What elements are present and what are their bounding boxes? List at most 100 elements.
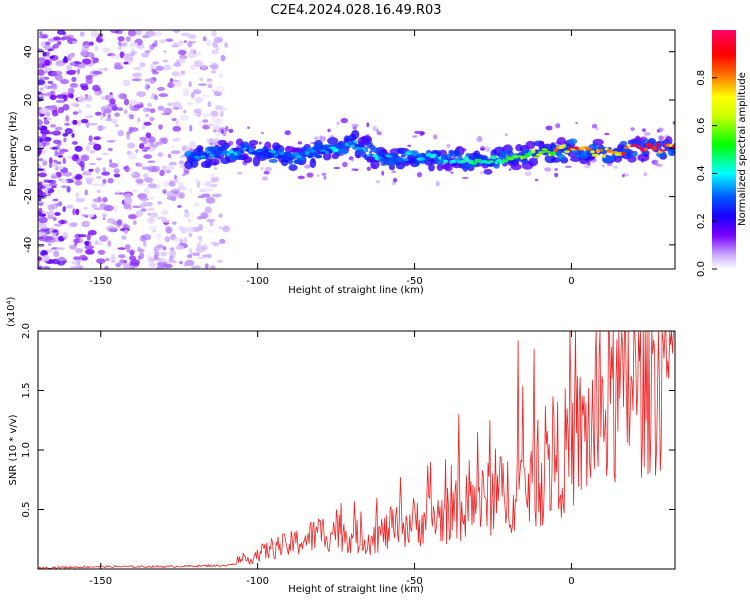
noise-blob: [214, 118, 223, 125]
spectrogram-x-label: Height of straight line (km): [288, 285, 424, 296]
noise-blob: [144, 201, 153, 207]
noise-blob: [62, 104, 70, 111]
noise-blob: [65, 204, 74, 209]
noise-blob: [43, 117, 47, 120]
noise-blob: [237, 172, 243, 175]
noise-blob: [183, 40, 187, 43]
noise-blob: [129, 265, 134, 269]
x-tick-label: -100: [246, 576, 269, 587]
noise-blob: [160, 251, 168, 257]
noise-blob: [54, 126, 63, 131]
noise-blob: [39, 31, 43, 36]
noise-blob: [173, 42, 178, 47]
noise-blob: [297, 175, 305, 180]
noise-blob: [38, 48, 44, 53]
noise-blob: [38, 147, 43, 154]
ridge-cell: [248, 148, 253, 153]
noise-blob: [407, 144, 412, 147]
ridge-cell: [631, 150, 638, 157]
ridge-cell: [671, 145, 675, 149]
ridge-cell: [313, 152, 318, 156]
noise-blob: [128, 214, 138, 220]
noise-blob: [158, 93, 169, 97]
noise-blob: [202, 36, 207, 42]
noise-blob: [87, 213, 95, 218]
noise-blob: [89, 41, 94, 46]
noise-blob: [172, 221, 177, 225]
ridge-cell: [403, 158, 409, 162]
noise-blob: [117, 254, 126, 259]
noise-blob: [84, 114, 94, 119]
noise-blob: [122, 79, 131, 87]
ridge-cell: [287, 159, 293, 165]
noise-blob: [64, 128, 73, 135]
noise-blob: [79, 161, 85, 168]
noise-blob: [172, 107, 180, 110]
ridge-cell: [627, 144, 631, 148]
ridge-cell: [240, 150, 245, 154]
noise-blob: [199, 188, 206, 193]
noise-blob: [93, 143, 102, 151]
noise-blob: [209, 64, 216, 69]
noise-blob: [178, 104, 183, 111]
noise-blob: [101, 152, 109, 156]
noise-blob: [38, 202, 44, 207]
noise-blob: [49, 55, 55, 59]
noise-blob: [377, 131, 382, 136]
noise-blob: [109, 98, 116, 105]
noise-blob: [154, 141, 163, 146]
noise-blob: [128, 126, 133, 134]
noise-blob: [192, 252, 201, 257]
noise-blob: [38, 136, 43, 143]
noise-blob: [123, 61, 129, 65]
y-tick-label: -20: [23, 188, 34, 204]
ridge-cell: [604, 147, 609, 151]
ridge-cell: [248, 139, 259, 146]
noise-blob: [130, 51, 136, 57]
ridge-cell: [191, 151, 198, 156]
noise-blob: [156, 266, 165, 269]
noise-blob: [84, 240, 90, 246]
noise-blob: [38, 141, 42, 148]
noise-blob: [137, 255, 142, 261]
noise-blob: [313, 136, 319, 141]
noise-blob: [52, 198, 59, 202]
noise-blob: [204, 263, 209, 269]
noise-blob: [117, 107, 124, 111]
noise-blob: [87, 229, 97, 236]
noise-blob: [57, 256, 66, 262]
noise-blob: [342, 161, 348, 168]
noise-blob: [199, 77, 204, 82]
ridge-cell: [462, 163, 469, 170]
noise-blob: [96, 189, 101, 194]
noise-blob: [170, 150, 181, 155]
noise-blob: [129, 259, 140, 266]
noise-blob: [52, 130, 61, 136]
ridge-cell: [557, 154, 566, 160]
noise-blob: [76, 68, 81, 75]
noise-blob: [228, 128, 234, 133]
noise-blob: [94, 111, 102, 116]
noise-blob: [193, 108, 202, 114]
noise-blob: [216, 38, 222, 43]
ridge-cell: [625, 153, 633, 158]
noise-blob: [564, 165, 573, 168]
noise-blob: [123, 202, 130, 210]
noise-blob: [117, 93, 125, 99]
noise-blob: [74, 145, 83, 152]
ridge-cell: [619, 140, 628, 146]
noise-blob: [124, 244, 131, 250]
noise-blob: [122, 54, 132, 61]
noise-blob: [88, 135, 93, 143]
noise-blob: [209, 265, 216, 269]
noise-blob: [212, 41, 218, 48]
noise-blob: [158, 124, 163, 130]
ridge-cell: [538, 151, 545, 154]
noise-blob: [261, 176, 269, 181]
noise-blob: [110, 30, 120, 34]
noise-blob: [162, 189, 167, 194]
ridge-cell: [536, 153, 542, 157]
noise-blob: [81, 155, 89, 162]
ridge-cell: [221, 150, 229, 155]
ridge-cell: [274, 153, 279, 157]
